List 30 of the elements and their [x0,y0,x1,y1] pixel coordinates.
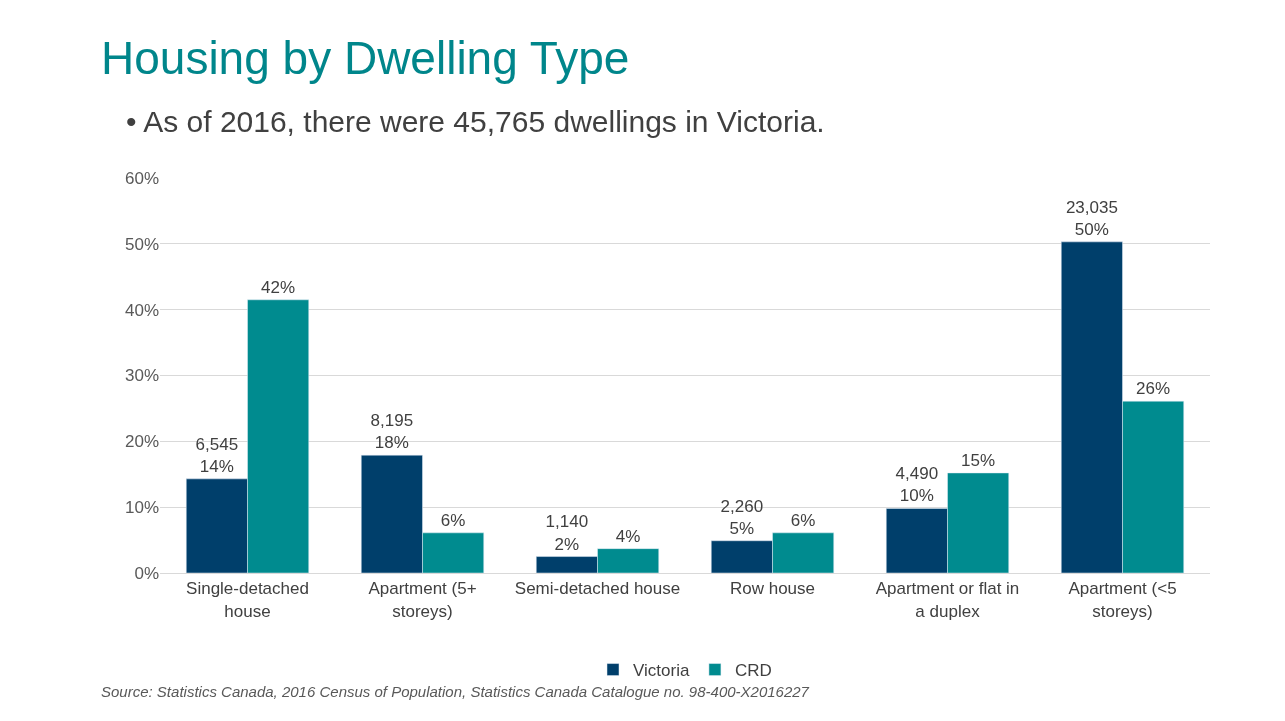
x-tick-label: Apartment or flat in a duplex [875,579,1020,621]
y-tick-label: 30% [124,366,159,386]
chart-title: Housing by Dwelling Type [101,32,630,84]
data-label: 26% [1136,379,1171,399]
data-label: 6% [440,510,466,530]
x-tick-label: Single-detached house [186,579,309,621]
data-label: 15% [961,450,996,470]
x-tick-label: Apartment (<5 storeys) [1068,579,1177,621]
data-label: 1,140 2% [545,512,589,554]
x-tick-label: Apartment (5+ storeys) [368,579,477,621]
legend-label: CRD [734,661,772,681]
y-tick-label: 50% [124,234,159,254]
source-note: Source: Statistics Canada, 2016 Census of Population, Statistics Canada Catalogue no. 98-400-X2016227 [101,683,810,700]
data-label: 4% [615,526,641,546]
y-tick-label: 60% [124,168,159,188]
data-label: 23,035 50% [1065,197,1118,239]
y-tick-label: 20% [124,432,159,452]
data-label: 6,545 14% [195,434,239,476]
chart-subtitle: • As of 2016, there were 45,765 dwellings in Victoria. [126,105,825,138]
y-tick-label: 40% [124,300,159,320]
data-label: 42% [261,277,296,297]
legend-label: Victoria [633,661,690,681]
data-label: 8,195 18% [370,411,414,453]
data-label: 2,260 5% [720,496,764,538]
data-label: 6% [790,510,816,530]
y-tick-label: 10% [124,498,159,518]
y-tick-label: 0% [134,563,159,583]
x-tick-label: Row house [729,579,816,599]
data-label: 4,490 10% [895,464,939,506]
x-tick-label: Semi-detached house [514,579,681,599]
